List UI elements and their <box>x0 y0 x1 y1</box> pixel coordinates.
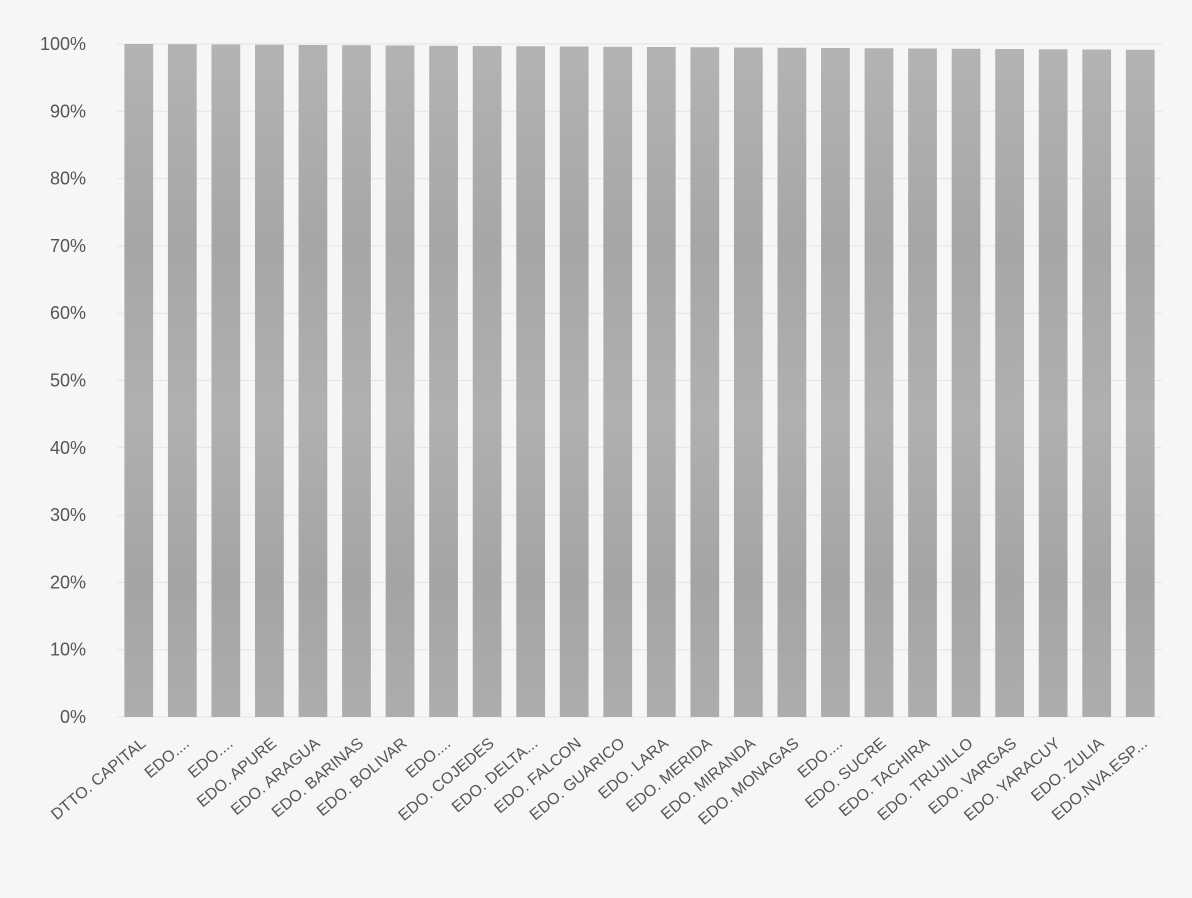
bar <box>298 45 328 717</box>
y-tick-label: 40% <box>50 438 86 458</box>
y-tick-label: 20% <box>50 572 86 592</box>
bar <box>995 49 1024 717</box>
bar <box>1125 49 1155 717</box>
x-tick-label: DTTO. CAPITAL <box>48 735 149 824</box>
y-tick-label: 10% <box>50 640 86 660</box>
y-tick-label: 60% <box>50 303 86 323</box>
bars <box>124 44 1155 717</box>
bar <box>821 48 850 717</box>
bar <box>385 45 415 717</box>
bar <box>1082 49 1112 717</box>
bar <box>777 47 807 717</box>
y-tick-label: 80% <box>50 169 86 189</box>
bar <box>342 45 371 717</box>
bar <box>690 47 720 717</box>
y-tick-label: 30% <box>50 505 86 525</box>
bar <box>864 48 894 717</box>
x-tick-label: EDO.... <box>142 735 193 782</box>
bar <box>733 47 763 717</box>
bar <box>559 46 589 717</box>
y-axis-ticks: 0% 10% 20% 30% 40% 50% 60% 70% 80% 90% 100% <box>40 34 86 727</box>
y-tick-label: 50% <box>50 371 86 391</box>
y-tick-label: 100% <box>40 34 86 54</box>
bar <box>908 48 937 717</box>
bar <box>646 47 676 717</box>
bar <box>211 44 241 717</box>
y-tick-label: 0% <box>60 707 86 727</box>
bar <box>255 44 284 717</box>
bar <box>472 46 502 717</box>
bar <box>124 44 154 717</box>
bar <box>951 48 981 717</box>
bar <box>603 46 633 717</box>
gridlines <box>117 43 1162 718</box>
y-tick-label: 90% <box>50 101 86 121</box>
bar <box>516 46 546 717</box>
bar <box>429 45 458 717</box>
y-tick-label: 70% <box>50 236 86 256</box>
bar <box>167 44 197 717</box>
bar <box>1038 49 1068 717</box>
